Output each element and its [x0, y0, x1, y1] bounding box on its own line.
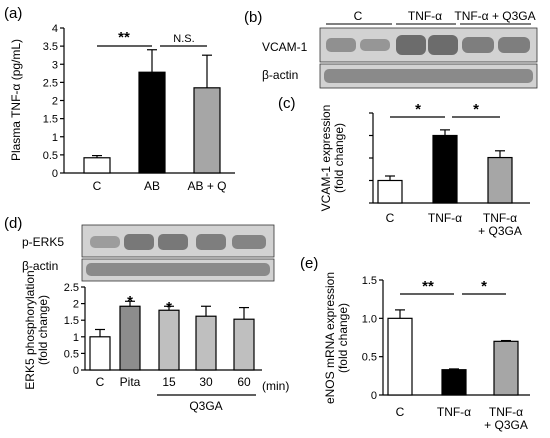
blot-d-band-actin	[86, 263, 270, 276]
blot-b-group-c: C	[354, 9, 363, 23]
category-label-e: TNF-α	[489, 405, 523, 419]
blot-d-band-perk5-4	[196, 234, 226, 250]
y-tick-label-d: 1.5	[64, 315, 79, 327]
y-tick-label-a: 4	[52, 23, 58, 35]
y-tick-label-e: 0.5	[362, 352, 377, 364]
category-label-a: AB	[144, 179, 160, 193]
sig-label-c-1: *	[415, 101, 421, 118]
bar-d-0	[89, 336, 111, 371]
y-axis-title-c: (fold change)	[332, 123, 346, 193]
sig-label-d-2: *	[166, 299, 172, 316]
sig-label-a-1: **	[118, 29, 130, 46]
y-tick-label-a: 3	[52, 59, 58, 71]
y-axis-title-d: ERK5 phosphorylation	[23, 270, 37, 389]
blot-d-row-label-actin: β-actin	[22, 259, 58, 273]
y-tick-label-d: 2	[73, 299, 79, 311]
panel-label-e: (e)	[300, 255, 318, 272]
blot-b-band-vcam1-6	[498, 37, 530, 53]
blot-d-band-perk5-5	[232, 235, 266, 249]
y-tick-label-a: 2	[52, 96, 58, 108]
x-unit-label-d: (min)	[262, 379, 289, 393]
category-label-d: C	[96, 375, 105, 389]
blot-b-group-tnf: TNF-α	[408, 9, 442, 23]
y-tick-label-a: 3.5	[43, 41, 58, 53]
category-label-c: TNF-α	[428, 211, 462, 225]
bar-e-0	[387, 317, 413, 396]
blot-d-band-perk5-1	[90, 236, 120, 248]
blot-b-group-tnf-q3ga: TNF-α + Q3GA	[454, 9, 535, 23]
blot-b-band-actin	[324, 69, 533, 83]
bar-d-2	[158, 309, 180, 371]
panel-label-a: (a)	[4, 5, 22, 22]
y-tick-label-a: 2.5	[43, 77, 58, 89]
y-axis-title-d: (fold change)	[36, 295, 50, 365]
category-label-d: 60	[237, 375, 251, 389]
sig-label-c-2: *	[473, 101, 479, 118]
bar-a-0	[83, 157, 111, 174]
y-tick-label-a: 0.5	[43, 150, 58, 162]
category-label-d: Pita	[120, 375, 141, 389]
category-label-c: TNF-α	[483, 211, 517, 225]
y-tick-label-e: 1.5	[362, 275, 377, 287]
y-tick-label-e: 1.0	[362, 313, 377, 325]
sig-label-e-2: *	[481, 278, 487, 295]
panel-label-c: (c)	[278, 95, 296, 112]
category-label-d: 30	[199, 375, 213, 389]
blot-b-band-vcam1-3	[396, 35, 426, 55]
bar-a-2	[193, 87, 221, 174]
category-label-c: C	[386, 211, 395, 225]
y-tick-label-a: 0	[52, 168, 58, 180]
chart-a: 0 0.5 1 1.5 2 2.5 3 3.5 4 C AB AB + Q Plasma TNF-α (…	[9, 23, 235, 193]
blot-b: C TNF-α TNF-α + Q3GA VCAM-1 β-actin	[262, 9, 538, 89]
bar-c-1	[432, 134, 458, 204]
sig-label-a-2: N.S.	[173, 33, 194, 45]
sig-label-e-1: **	[422, 278, 434, 295]
blot-b-band-vcam1-4	[428, 35, 458, 55]
bar-d-1	[119, 305, 141, 371]
sig-label-d-1: *	[127, 293, 133, 310]
blot-b-band-vcam1-1	[326, 38, 356, 52]
blot-b-row-label-actin: β-actin	[262, 68, 298, 82]
bar-e-1	[441, 369, 467, 396]
category-label-a: AB + Q	[187, 179, 226, 193]
blot-d-row-label-perk5: p-ERK5	[22, 235, 64, 249]
chart-d: 0 0.5 1 1.5 2 2.5 C Pita 15 30 60 ERK5 phosphorylat…	[23, 270, 289, 413]
bar-c-0	[377, 179, 403, 204]
y-axis-title-a: Plasma TNF-α (pg/mL)	[9, 39, 23, 161]
panel-label-b: (b)	[244, 9, 262, 26]
bar-e-2	[493, 340, 519, 396]
category-label-e: TNF-α	[437, 405, 471, 419]
group-label-d: Q3GA	[189, 399, 222, 413]
y-tick-label-d: 0	[73, 365, 79, 377]
category-label-d: 15	[162, 375, 176, 389]
y-axis-title-e: eNOS mRNA expression	[323, 272, 337, 404]
panel-label-d: (d)	[4, 215, 22, 232]
y-tick-label-e: 0	[371, 390, 377, 402]
y-axis-title-e: (fold change)	[336, 303, 350, 373]
category-label-e: C	[396, 405, 405, 419]
y-tick-label-a: 1	[52, 132, 58, 144]
y-tick-label-d: 1	[73, 332, 79, 344]
y-tick-label-a: 1.5	[43, 114, 58, 126]
bar-a-1	[138, 71, 166, 174]
category-label-e: + Q3GA	[484, 418, 528, 432]
blot-d-band-perk5-2	[124, 234, 154, 250]
y-tick-label-d: 0.5	[64, 348, 79, 360]
y-axis-title-c: VCAM-1 expression	[319, 105, 333, 212]
blot-b-row-label-vcam1: VCAM-1	[262, 40, 308, 54]
blot-b-band-vcam1-5	[462, 37, 494, 53]
blot-b-band-vcam1-2	[360, 39, 390, 51]
bar-d-4	[233, 318, 255, 371]
y-tick-label-d: 2.5	[64, 282, 79, 294]
category-label-c: + Q3GA	[478, 224, 522, 238]
blot-d-band-perk5-3	[158, 234, 188, 250]
category-label-a: C	[93, 179, 102, 193]
bar-d-3	[195, 315, 217, 371]
bar-c-2	[487, 156, 513, 204]
blot-d: p-ERK5 β-actin	[22, 224, 275, 282]
